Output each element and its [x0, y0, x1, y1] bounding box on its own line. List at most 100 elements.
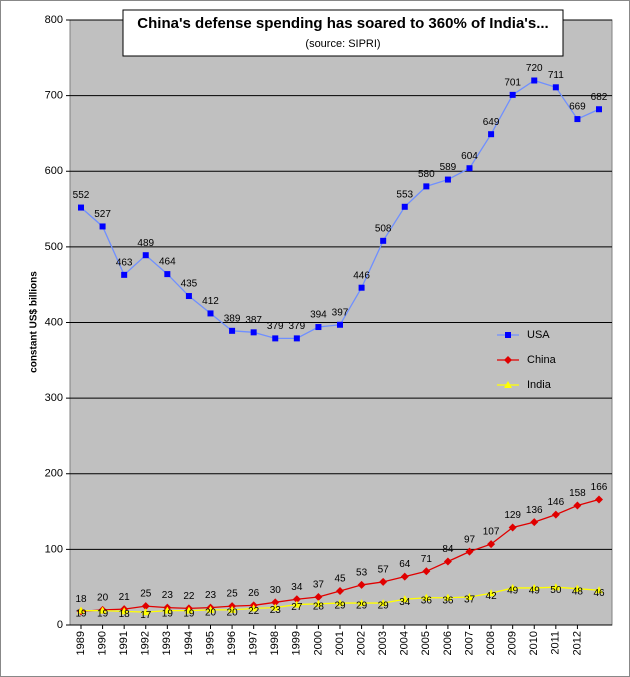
y-tick-label: 800 [45, 14, 63, 26]
data-label: 29 [334, 601, 346, 612]
x-tick-label: 2005 [420, 631, 432, 655]
marker [595, 586, 603, 594]
marker [504, 356, 512, 364]
marker [488, 131, 495, 138]
data-label: 29 [378, 601, 390, 612]
marker [357, 599, 366, 607]
data-label: 23 [162, 590, 174, 601]
marker [551, 583, 560, 591]
data-label: 37 [313, 580, 325, 591]
x-tick-label: 2007 [463, 631, 475, 655]
marker [272, 335, 279, 342]
data-label: 20 [205, 608, 217, 619]
marker [207, 310, 214, 317]
data-label: 27 [291, 602, 303, 613]
x-tick-label: 2006 [442, 631, 454, 655]
data-label: 18 [119, 609, 131, 620]
data-label: 29 [356, 601, 368, 612]
data-label: 37 [464, 595, 476, 606]
legend-label: India [527, 379, 552, 391]
marker [120, 607, 129, 615]
marker [552, 84, 559, 91]
data-label: 22 [183, 591, 195, 602]
data-label: 20 [97, 593, 109, 604]
legend-label: China [527, 354, 557, 366]
legend-label: USA [527, 329, 550, 341]
data-label: 23 [270, 605, 282, 616]
data-label: 463 [116, 257, 133, 268]
data-label: 669 [569, 102, 586, 113]
data-label: 389 [224, 313, 241, 324]
x-tick-label: 1996 [226, 631, 238, 655]
marker [400, 572, 409, 581]
y-tick-label: 500 [45, 241, 63, 253]
title-box [122, 9, 564, 57]
marker [530, 518, 539, 527]
x-tick-label: 1997 [248, 631, 260, 655]
y-tick-label: 700 [45, 90, 63, 102]
marker [444, 176, 451, 183]
chart-subtitle: (source: SIPRI) [305, 38, 380, 50]
marker [206, 605, 215, 613]
data-label: 527 [94, 209, 111, 220]
marker [487, 540, 496, 549]
y-tick-label: 0 [57, 619, 63, 631]
marker [508, 523, 517, 532]
marker [574, 116, 581, 123]
data-label: 23 [205, 590, 217, 601]
marker [185, 293, 192, 300]
data-label: 45 [334, 574, 346, 585]
marker [336, 599, 344, 607]
data-label: 394 [310, 310, 327, 321]
x-tick-label: 2012 [571, 631, 583, 655]
y-tick-label: 400 [45, 316, 63, 328]
marker [77, 606, 85, 614]
data-label: 19 [183, 608, 195, 619]
marker [505, 332, 511, 338]
data-label: 36 [421, 595, 433, 606]
y-axis-label: constant US$ billions [29, 271, 40, 373]
marker [184, 606, 193, 614]
data-label: 97 [464, 534, 476, 545]
data-label: 21 [119, 592, 131, 603]
data-label: 146 [547, 497, 564, 508]
x-tick-label: 1999 [291, 631, 303, 655]
data-label: 25 [227, 589, 239, 600]
marker [573, 584, 582, 592]
marker [466, 165, 473, 172]
marker [573, 501, 582, 510]
x-tick-label: 2000 [312, 631, 324, 655]
marker [509, 91, 516, 98]
data-label: 580 [418, 169, 435, 180]
data-label: 42 [486, 591, 498, 602]
x-tick-label: 1992 [140, 631, 152, 655]
x-tick-label: 2008 [485, 631, 497, 655]
marker [423, 183, 430, 190]
marker [271, 603, 280, 611]
data-label: 46 [593, 588, 605, 599]
marker [314, 593, 323, 602]
x-tick-label: 2011 [550, 631, 562, 655]
x-tick-label: 1995 [204, 631, 216, 655]
x-tick-label: 1998 [269, 631, 281, 655]
data-label: 34 [291, 582, 303, 593]
data-label: 50 [550, 585, 562, 596]
data-label: 649 [483, 117, 500, 128]
x-tick-label: 2003 [377, 631, 389, 655]
marker [596, 106, 602, 113]
y-tick-label: 200 [45, 468, 63, 480]
data-label: 71 [421, 554, 433, 565]
x-tick-label: 2002 [355, 631, 367, 655]
data-label: 22 [248, 606, 260, 617]
marker [401, 203, 408, 210]
marker [465, 593, 474, 601]
marker [400, 595, 409, 603]
marker [293, 335, 300, 342]
marker [443, 557, 452, 566]
marker [595, 495, 603, 504]
data-label: 435 [181, 279, 198, 290]
data-label: 48 [572, 586, 584, 597]
data-label: 412 [202, 296, 219, 307]
marker [422, 567, 431, 576]
marker [163, 606, 172, 614]
